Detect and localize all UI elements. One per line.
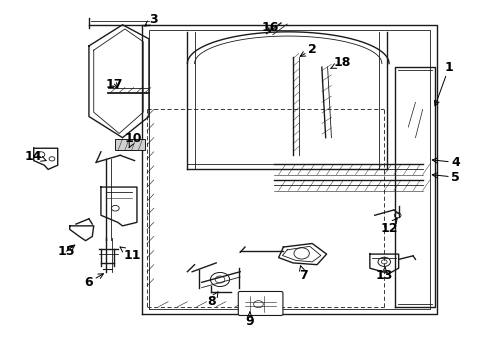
Text: 6: 6 [85, 274, 103, 289]
Text: 15: 15 [58, 245, 75, 258]
Text: 16: 16 [261, 21, 279, 34]
Text: 13: 13 [375, 267, 393, 283]
Text: 7: 7 [299, 266, 308, 283]
Text: 4: 4 [432, 156, 460, 169]
Bar [115, 139, 145, 150]
Text: 12: 12 [380, 218, 398, 235]
Text: 11: 11 [120, 247, 141, 262]
Text: 9: 9 [245, 312, 254, 328]
Text: 5: 5 [432, 171, 460, 184]
Text: 10: 10 [125, 132, 142, 148]
Text: 1: 1 [435, 60, 453, 106]
Text: 2: 2 [300, 43, 317, 57]
Text: 18: 18 [330, 57, 351, 69]
FancyBboxPatch shape [238, 292, 283, 315]
Text: 8: 8 [207, 292, 218, 308]
Text: 14: 14 [25, 149, 46, 162]
Text: 3: 3 [145, 13, 158, 26]
Text: 17: 17 [106, 77, 123, 90]
